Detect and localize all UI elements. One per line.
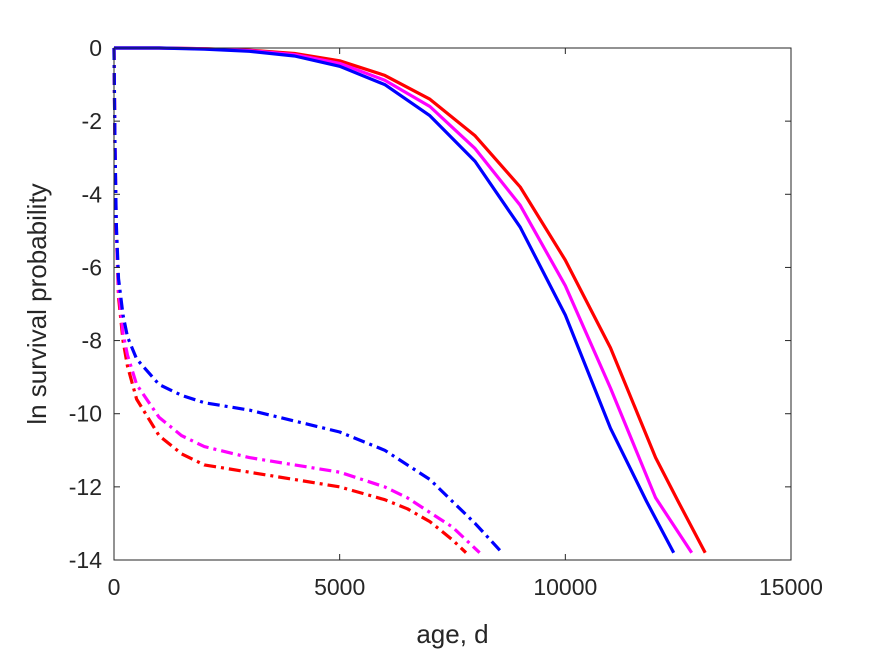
tick-layer: 0 5000 10000 15000 0 -2 -4 -6 -8 -10 -12 -14 [69, 35, 823, 600]
y-axis-label: ln survival probability [22, 183, 52, 424]
y-tick-label: 0 [89, 35, 102, 61]
plot-frame [113, 47, 792, 561]
y-tick-label: -2 [82, 108, 102, 134]
x-tick-label: 5000 [314, 574, 365, 600]
y-tick-label: -4 [82, 181, 103, 207]
y-tick-label: -10 [69, 401, 102, 427]
y-tick-label: -14 [69, 547, 102, 573]
y-tick-label: -12 [69, 474, 102, 500]
x-tick-label: 0 [108, 574, 121, 600]
series-line-3 [114, 46, 676, 554]
y-tick-label: -6 [82, 254, 102, 280]
x-tick-label: 15000 [759, 574, 823, 600]
x-axis-label: age, d [416, 619, 488, 649]
series-line-6 [112, 47, 504, 554]
series-layer [112, 46, 707, 554]
x-tick-label: 10000 [533, 574, 597, 600]
y-tick-label: -8 [82, 328, 102, 354]
